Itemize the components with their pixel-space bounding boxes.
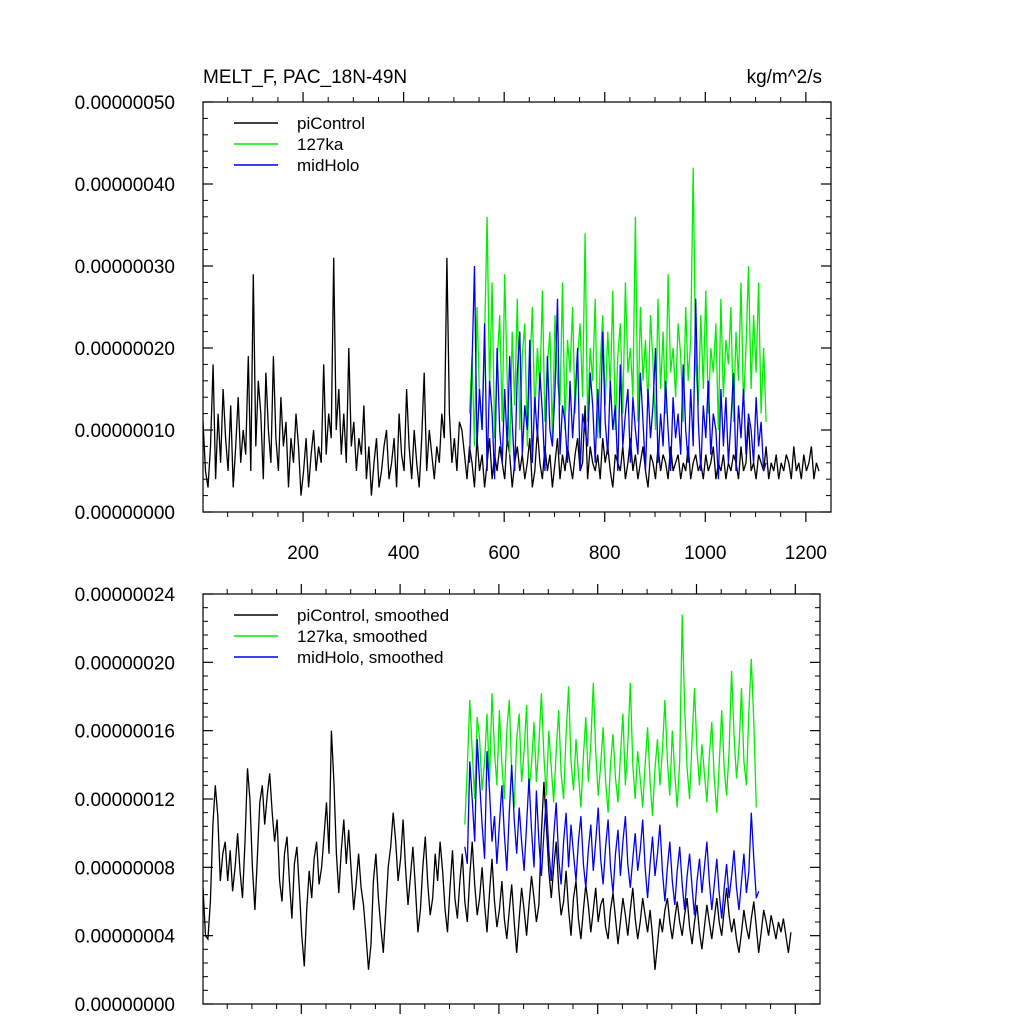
y-tick-label: 0.00000020 bbox=[75, 339, 175, 360]
y-tick-label: 0.00000004 bbox=[75, 927, 176, 948]
y-tick-label: 0.00000020 bbox=[75, 653, 175, 674]
y-tick-label: 0.00000000 bbox=[75, 995, 175, 1016]
plot-frame bbox=[202, 593, 821, 1005]
legend-label: 127ka bbox=[297, 135, 344, 154]
series-line-bottom-2 bbox=[464, 739, 760, 919]
y-tick-label: 0.00000010 bbox=[75, 421, 175, 442]
series-line-top-2 bbox=[468, 265, 767, 480]
legend-label: midHolo, smoothed bbox=[297, 648, 443, 667]
series-line-top-1 bbox=[468, 167, 767, 455]
y-tick-label: 0.00000008 bbox=[75, 858, 175, 879]
y-tick-label: 0.00000040 bbox=[75, 175, 175, 196]
y-tick-label: 0.00000030 bbox=[75, 257, 175, 278]
x-tick-label: 400 bbox=[388, 543, 420, 564]
bottom-panel-chart: 0.00000000 0.00000004 0.00000008 0.00000012… bbox=[75, 584, 821, 1016]
figure-title: MELT_F, PAC_18N-49N bbox=[203, 67, 407, 88]
x-tick-label: 200 bbox=[287, 543, 319, 564]
x-tick-label: 1200 bbox=[785, 543, 827, 564]
x-tick-label: 1000 bbox=[684, 543, 726, 564]
y-tick-label: 0.00000050 bbox=[75, 93, 175, 114]
plot-frame bbox=[202, 101, 832, 513]
x-tick-label: 800 bbox=[589, 543, 621, 564]
x-tick-label: 600 bbox=[488, 543, 520, 564]
y-tick-label: 0.00000012 bbox=[75, 790, 175, 811]
legend-label: midHolo bbox=[297, 156, 359, 175]
figure-units: kg/m^2/s bbox=[747, 67, 822, 88]
legend-label: piControl, smoothed bbox=[297, 606, 449, 625]
series-line-top-0 bbox=[203, 257, 820, 496]
legend-label: 127ka, smoothed bbox=[297, 627, 427, 646]
series-line-bottom-0 bbox=[203, 730, 792, 970]
top-panel-chart: 0.00000000 0.00000010 0.00000020 0.00000030… bbox=[75, 92, 832, 564]
series-line-bottom-1 bbox=[464, 614, 757, 825]
y-tick-label: 0.00000000 bbox=[75, 503, 175, 524]
legend-label: piControl bbox=[297, 114, 365, 133]
y-tick-label: 0.00000024 bbox=[75, 585, 176, 606]
y-tick-label: 0.00000016 bbox=[75, 722, 175, 743]
